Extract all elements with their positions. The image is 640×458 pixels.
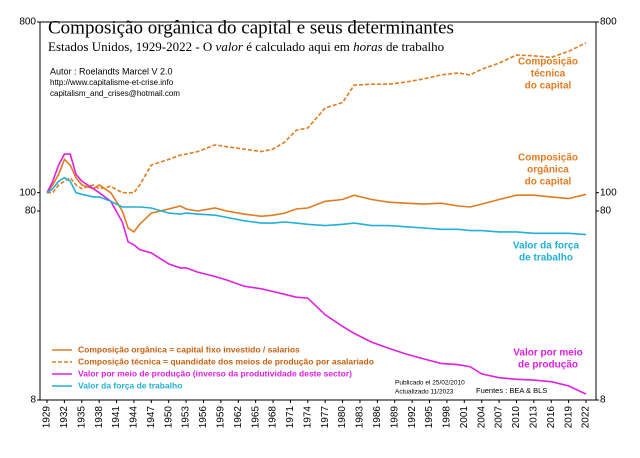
series-annotation: Valor por meio (513, 348, 582, 359)
y2-tick-label: 100 (600, 187, 617, 198)
series-annotation: Valor da força (513, 241, 580, 252)
legend-label: Valor por meio de produção (inverso da p… (78, 368, 352, 378)
series-annotation: Composição (518, 153, 578, 164)
x-tick-label: 1971 (285, 406, 296, 429)
series-annotation: do capital (525, 81, 572, 92)
x-tick-label: 1995 (424, 406, 435, 429)
series-line (46, 157, 587, 233)
chart-subtitle: Estados Unidos, 1929-2022 - O valor é ca… (48, 39, 444, 54)
x-tick-label: 2010 (511, 406, 522, 429)
subtitle-part: é calculado aqui em (243, 39, 353, 54)
x-tick-label: 1980 (337, 406, 348, 429)
x-tick-label: 1983 (355, 406, 366, 429)
series-annotation: orgânica (527, 165, 569, 176)
x-tick-label: 1968 (268, 406, 279, 429)
x-tick-label: 1929 (42, 406, 53, 429)
x-tick-label: 2016 (546, 406, 557, 429)
x-tick-label: 1953 (181, 406, 192, 429)
x-tick-label: 2019 (563, 406, 574, 429)
x-tick-label: 1998 (442, 406, 453, 429)
x-tick-label: 1950 (163, 406, 174, 429)
x-tick-label: 1941 (111, 406, 122, 429)
y-tick-label: 80 (25, 206, 37, 217)
x-tick-label: 1977 (320, 406, 331, 429)
subtitle-part: horas (353, 39, 383, 54)
y-tick-label: 8 (30, 395, 36, 406)
series-line (46, 153, 587, 395)
series-annotation: Composição (518, 57, 578, 68)
x-tick-label: 1989 (389, 406, 400, 429)
x-tick-label: 2007 (494, 406, 505, 429)
x-tick-label: 2004 (476, 406, 487, 429)
note: Actualizado 11/2023 (395, 389, 454, 396)
x-tick-label: 1992 (407, 406, 418, 429)
series-annotation: de trabalho (519, 253, 573, 264)
x-tick-label: 1956 (198, 406, 209, 429)
author-line: capitalism_and_crises@hotmail.com (50, 89, 180, 98)
series-line (47, 42, 587, 194)
subtitle-part: Estados Unidos, 1929-2022 - O (48, 39, 216, 54)
series-line (46, 176, 587, 236)
x-tick-label: 1947 (146, 406, 157, 429)
y-tick-label: 800 (19, 17, 36, 28)
legend-label: Composição técnica = quandidate dos meio… (78, 356, 374, 366)
x-tick-label: 1965 (250, 406, 261, 429)
x-tick-label: 1962 (233, 406, 244, 429)
author-line: Autor : Roelandts Marcel V 2.0 (50, 66, 173, 76)
subtitle-part: de trabalho (383, 39, 444, 54)
x-tick-label: 2013 (528, 406, 539, 429)
x-tick-label: 1935 (76, 406, 87, 429)
y2-tick-label: 8 (600, 395, 606, 406)
note: Publicado el 25/02/2010 (395, 380, 465, 387)
chart-title: Composição orgânica do capital e seus de… (48, 17, 454, 38)
x-tick-label: 1974 (302, 406, 313, 429)
y2-tick-label: 800 (600, 17, 617, 28)
legend-label: Valor da força de trabalho (78, 380, 182, 390)
legend-label: Composição orgânica = capital fixo inves… (78, 344, 300, 354)
x-tick-label: 1932 (59, 406, 70, 429)
author-line: http://www.capitalisme-et-crise.info (50, 78, 174, 87)
subtitle-part: valor (216, 39, 244, 54)
series-annotation: de produção (518, 360, 578, 371)
x-tick-label: 1959 (216, 406, 227, 429)
series-annotation: técnica (531, 69, 566, 80)
note: Fuentes : BEA & BLS (476, 386, 547, 395)
y2-tick-label: 80 (600, 206, 612, 217)
x-tick-label: 2022 (581, 406, 592, 429)
x-tick-label: 1986 (372, 406, 383, 429)
x-tick-label: 1938 (94, 406, 105, 429)
x-tick-label: 2001 (459, 406, 470, 429)
series-annotation: do capital (525, 177, 572, 188)
x-tick-label: 1944 (129, 406, 140, 429)
y-tick-label: 100 (19, 187, 36, 198)
